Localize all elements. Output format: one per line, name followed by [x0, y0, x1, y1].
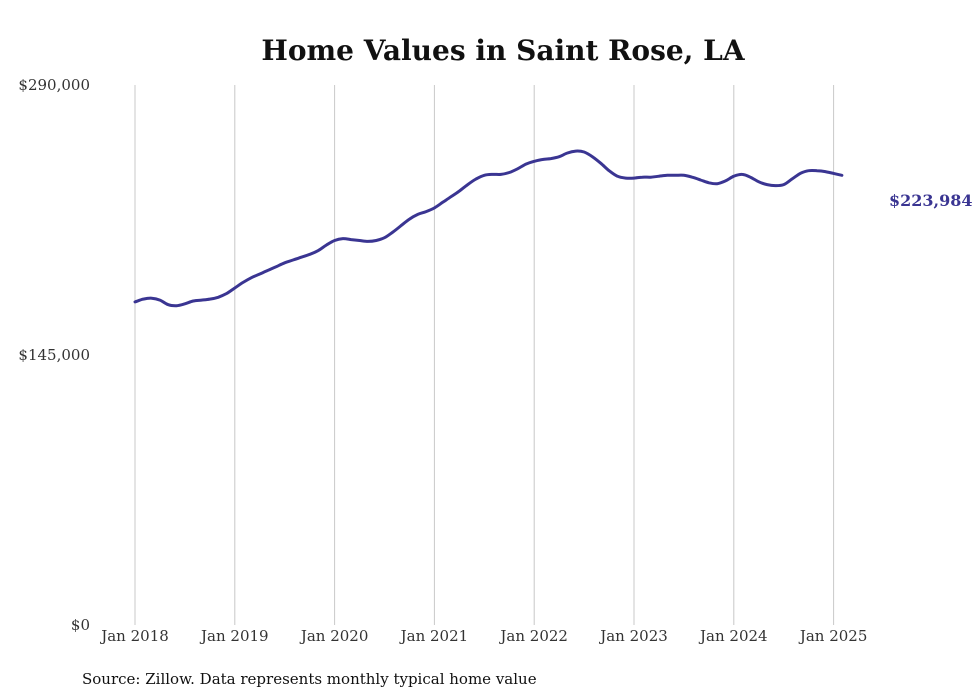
chart-title: Home Values in Saint Rose, LA: [261, 34, 745, 67]
y-tick-label: $290,000: [18, 76, 90, 94]
source-note: Source: Zillow. Data represents monthly …: [82, 670, 537, 688]
x-tick-label: Jan 2022: [498, 627, 568, 645]
x-tick-label: Jan 2020: [299, 627, 369, 645]
x-axis-ticks: Jan 2018 Jan 2019 Jan 2020 Jan 2021 Jan 2022…: [99, 627, 867, 645]
gridlines: [134, 85, 835, 625]
x-tick-label: Jan 2025: [798, 627, 868, 645]
y-axis-ticks: $0 $145,000 $290,000: [18, 76, 90, 634]
x-tick-label: Jan 2021: [399, 627, 469, 645]
x-tick-label: Jan 2023: [598, 627, 668, 645]
x-tick-label: Jan 2018: [99, 627, 169, 645]
x-tick-label: Jan 2024: [698, 627, 768, 645]
y-tick-label: $145,000: [18, 346, 90, 364]
x-tick-label: Jan 2019: [199, 627, 269, 645]
y-tick-label: $0: [71, 616, 90, 634]
series-layer: [133, 149, 844, 308]
last-value-label: $223,984: [889, 191, 973, 210]
series-line: [133, 149, 844, 308]
